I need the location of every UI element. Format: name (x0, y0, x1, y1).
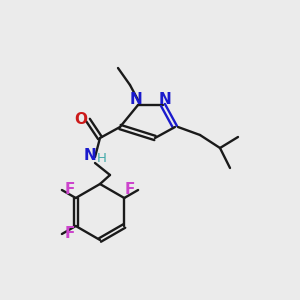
Text: N: N (159, 92, 171, 106)
Text: F: F (65, 182, 75, 197)
Text: F: F (125, 182, 135, 197)
Text: F: F (65, 226, 75, 242)
Text: N: N (84, 148, 96, 164)
Text: N: N (130, 92, 142, 106)
Text: O: O (74, 112, 88, 127)
Text: H: H (97, 152, 107, 166)
